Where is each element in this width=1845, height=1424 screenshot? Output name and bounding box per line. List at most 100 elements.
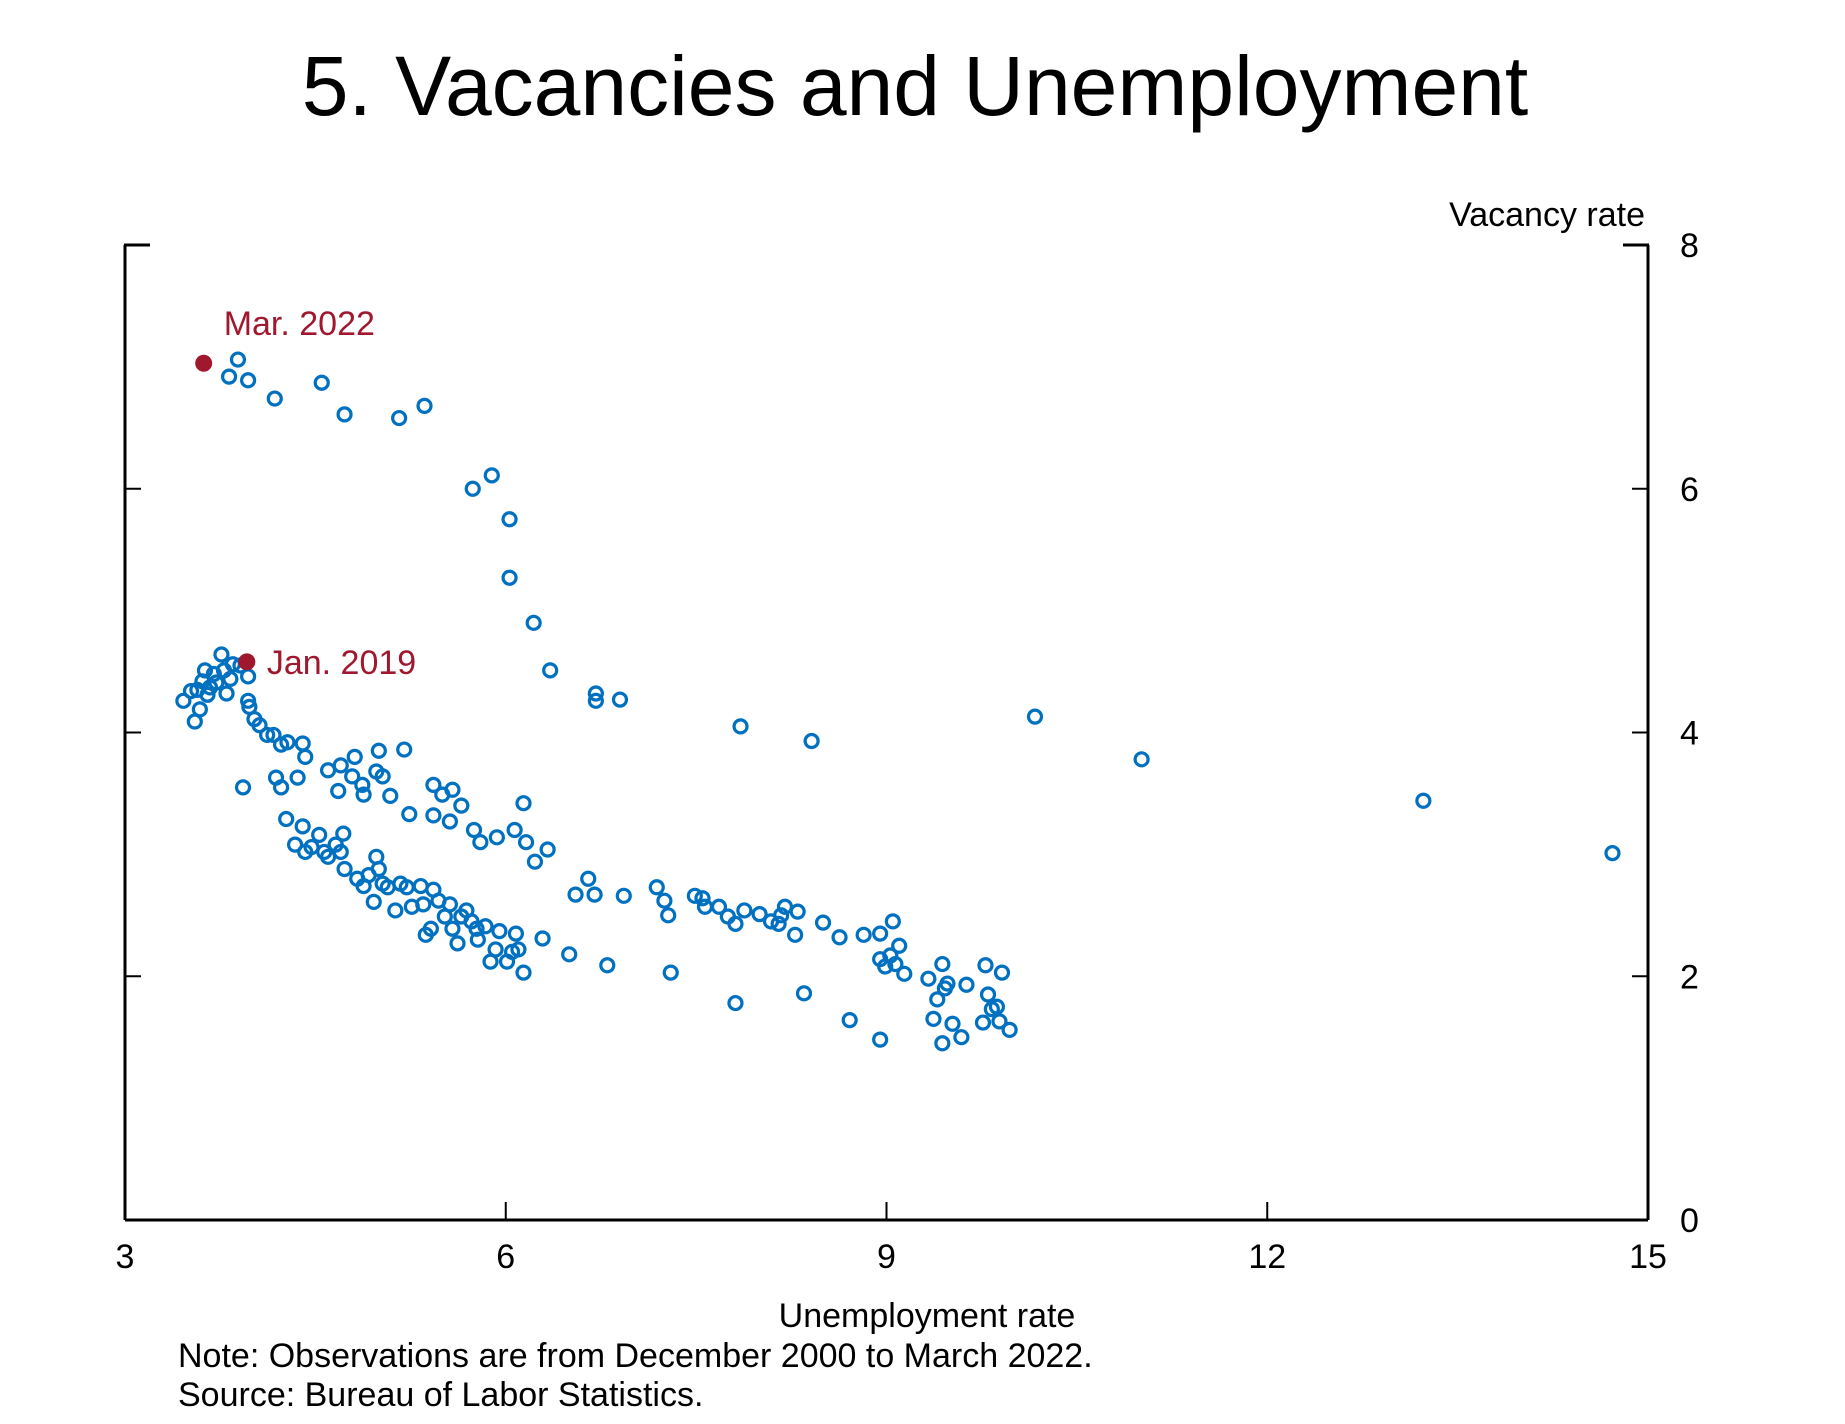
data-point: [727, 915, 744, 932]
data-point: [449, 935, 466, 952]
data-point: [251, 717, 268, 734]
data-point: [425, 807, 442, 824]
data-point: [354, 776, 371, 794]
data-point: [370, 860, 387, 878]
data-point: [944, 1015, 961, 1032]
data-point: [542, 662, 559, 679]
data-point: [599, 957, 616, 974]
data-point: [586, 886, 603, 903]
data-point: [789, 903, 806, 920]
data-point: [412, 877, 429, 895]
data-point: [487, 941, 504, 958]
data-point: [958, 976, 975, 993]
data-point: [814, 914, 832, 931]
data-point: [515, 964, 532, 981]
data-point: [686, 887, 703, 904]
data-point: [526, 853, 544, 870]
data-point: [539, 841, 556, 858]
data-point: [939, 975, 956, 992]
data-point: [465, 821, 483, 839]
data-point: [208, 674, 225, 691]
data-point: [279, 734, 296, 751]
data-point: [534, 930, 551, 947]
highlight-point: [195, 354, 213, 372]
data-point: [355, 786, 372, 803]
y-tick-label: 2: [1680, 958, 1699, 996]
data-point: [993, 964, 1011, 981]
data-point: [330, 782, 347, 800]
data-point: [297, 748, 314, 765]
data-point: [929, 991, 946, 1008]
data-point: [696, 898, 714, 915]
data-point: [920, 970, 937, 987]
data-point: [259, 726, 276, 744]
data-point: [1026, 708, 1044, 725]
data-point: [453, 797, 470, 814]
data-point: [335, 825, 352, 842]
data-point: [294, 735, 311, 752]
data-point: [662, 964, 679, 981]
x-tick-label: 9: [877, 1238, 896, 1276]
data-point: [934, 1035, 951, 1052]
highlight-label: Mar. 2022: [224, 305, 375, 343]
data-point: [648, 879, 665, 896]
data-point: [1415, 792, 1432, 809]
chart-note: Note: Observations are from December 200…: [178, 1337, 1093, 1375]
data-point: [415, 896, 432, 913]
data-point: [477, 918, 494, 935]
x-tick-label: 15: [1629, 1238, 1667, 1276]
data-point: [751, 905, 768, 923]
data-point: [872, 925, 889, 942]
data-point: [240, 668, 257, 685]
data-point: [229, 351, 247, 368]
data-point: [517, 834, 535, 851]
data-point: [561, 946, 578, 963]
data-point: [953, 1029, 970, 1046]
data-point: [391, 409, 408, 427]
data-point: [803, 732, 820, 750]
data-point: [311, 826, 328, 843]
data-point: [580, 870, 597, 887]
data-point: [988, 998, 1006, 1015]
data-point: [425, 776, 442, 794]
data-point: [991, 1013, 1008, 1030]
y-tick-label: 6: [1680, 471, 1699, 509]
data-point: [444, 920, 461, 937]
data-point: [587, 692, 604, 709]
data-point: [515, 795, 532, 812]
data-point: [841, 1012, 858, 1029]
data-point: [332, 843, 349, 861]
data-point: [289, 769, 306, 786]
data-point: [483, 467, 500, 484]
data-point: [727, 994, 744, 1012]
data-point: [416, 397, 433, 414]
data-point: [240, 372, 257, 389]
data-point: [488, 829, 505, 846]
data-point: [365, 893, 382, 911]
data-point: [468, 920, 485, 937]
data-point: [887, 955, 904, 973]
data-point: [294, 818, 311, 835]
x-tick-label: 12: [1248, 1238, 1286, 1276]
data-point: [370, 742, 387, 759]
data-point: [213, 646, 230, 663]
data-point: [319, 762, 337, 779]
data-point: [491, 923, 508, 940]
data-point: [401, 806, 418, 823]
data-point: [831, 929, 848, 946]
data-point: [507, 925, 525, 942]
data-point: [344, 768, 361, 785]
data-point: [332, 757, 349, 774]
chart-title: 5. Vacancies and Unemployment: [302, 39, 1528, 133]
data-point: [795, 985, 813, 1002]
data-point: [374, 768, 391, 785]
data-point: [855, 926, 872, 943]
data-point: [1604, 845, 1621, 862]
data-point: [884, 913, 901, 930]
y-tick-label: 8: [1680, 227, 1699, 265]
data-point: [611, 691, 629, 708]
data-point: [587, 685, 604, 702]
data-point: [872, 1031, 889, 1048]
data-point: [506, 821, 523, 839]
